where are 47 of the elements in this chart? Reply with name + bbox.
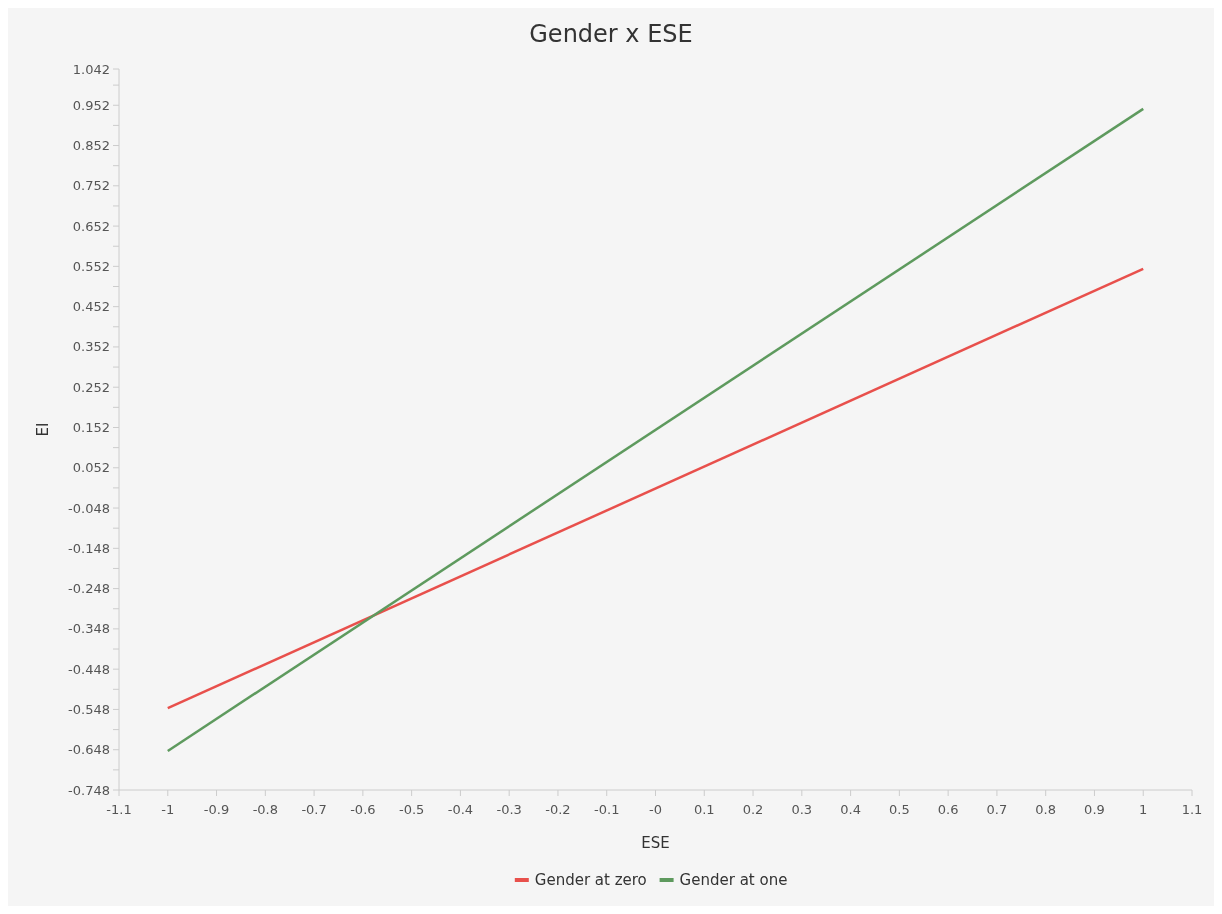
x-tick-label: -0.9 <box>203 802 230 817</box>
y-tick-label: -0.548 <box>68 701 110 717</box>
x-tick-label: 0.2 <box>742 802 764 817</box>
y-tick-label: -0.048 <box>68 500 110 516</box>
x-tick-label: -0.4 <box>447 802 474 817</box>
x-tick-label: -0.8 <box>252 802 279 817</box>
x-tick-label: -0.2 <box>545 802 571 817</box>
x-axis-title: ESE <box>641 834 670 852</box>
x-tick-label: 0.5 <box>889 802 910 817</box>
x-tick-label: 1 <box>1139 802 1148 817</box>
x-tick-label: -1.1 <box>106 802 132 817</box>
y-tick-label: 0.352 <box>72 339 110 355</box>
x-tick-label: 0.1 <box>693 802 715 817</box>
y-tick-label: 0.152 <box>72 420 110 436</box>
x-tick-label: -0.1 <box>594 802 620 817</box>
x-tick-label: -0.3 <box>496 802 522 817</box>
x-tick-label: 0.7 <box>986 802 1008 817</box>
y-tick-label: -0.648 <box>68 742 110 758</box>
x-tick-label: -0.7 <box>301 802 327 817</box>
x-tick-label: 0.9 <box>1084 802 1105 817</box>
x-tick-label: -1 <box>161 802 175 817</box>
x-tick-label: -0 <box>649 802 662 817</box>
x-tick-label: -0.6 <box>350 802 376 817</box>
y-tick-label: 0.752 <box>72 178 110 194</box>
y-axis-title: EI <box>34 422 52 437</box>
y-tick-label: 0.652 <box>72 218 110 234</box>
x-tick-label: 0.4 <box>840 802 861 817</box>
y-tick-label: 0.452 <box>72 299 110 315</box>
y-tick-label: -0.248 <box>68 581 110 597</box>
x-tick-label: 1.1 <box>1181 802 1203 817</box>
y-tick-label: 0.052 <box>72 460 110 476</box>
y-tick-label: 0.552 <box>72 258 110 274</box>
y-tick-label: 0.852 <box>72 138 110 154</box>
legend-label: Gender at one <box>679 871 788 890</box>
y-tick-label: -0.448 <box>68 661 110 677</box>
y-tick-label: 1.042 <box>72 61 110 77</box>
x-tick-label: 0.8 <box>1035 802 1057 817</box>
chart-title: Gender x ESE <box>529 20 693 48</box>
y-tick-label: -0.148 <box>68 540 110 556</box>
y-tick-label: 0.952 <box>72 97 110 113</box>
y-tick-label: -0.348 <box>68 621 110 637</box>
x-tick-label: -0.5 <box>398 802 425 817</box>
y-tick-label: -0.748 <box>68 782 110 798</box>
x-tick-label: 0.6 <box>937 802 959 817</box>
y-tick-label: 0.252 <box>72 379 110 395</box>
legend-label: Gender at zero <box>534 871 647 890</box>
x-tick-label: 0.3 <box>791 802 813 817</box>
